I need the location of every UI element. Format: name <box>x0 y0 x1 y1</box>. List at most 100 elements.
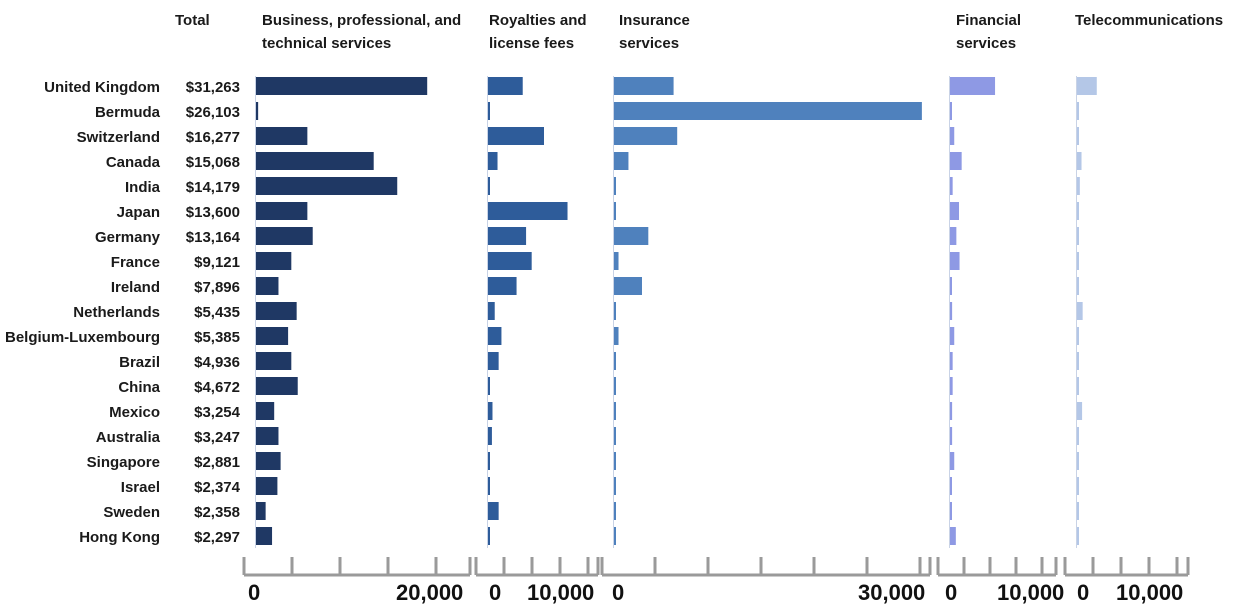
total-label-sweden: $2,358 <box>194 504 240 521</box>
bar-telecommunications-bermuda <box>1077 102 1079 120</box>
bar-royalties-and-license-fees-singapore <box>488 452 490 470</box>
panel-insurance-services: Insurance services 0 30,000 <box>600 12 932 605</box>
total-label-india: $14,179 <box>186 179 240 196</box>
bar-telecommunications-japan <box>1077 202 1079 220</box>
bar-telecommunications-switzerland <box>1077 127 1079 145</box>
total-label-mexico: $3,254 <box>194 404 241 421</box>
bar-business-professional-and-technical-services-mexico <box>256 402 275 420</box>
bar-telecommunications-hong-kong <box>1077 527 1079 545</box>
series-header-financial-services-line-2: services <box>956 35 1016 52</box>
bar-royalties-and-license-fees-australia <box>488 427 492 445</box>
bar-insurance-services-canada <box>614 152 629 170</box>
bar-financial-services-united-kingdom <box>950 77 996 95</box>
bar-business-professional-and-technical-services-netherlands <box>256 302 297 320</box>
bar-insurance-services-china <box>614 377 616 395</box>
total-label-ireland: $7,896 <box>194 279 240 296</box>
bar-royalties-and-license-fees-united-kingdom <box>488 77 523 95</box>
bar-business-professional-and-technical-services-japan <box>256 202 308 220</box>
header-layer: Total <box>175 12 210 29</box>
x-tick-label-insurance-services-2: 30,000 <box>858 580 925 605</box>
bar-business-professional-and-technical-services-australia <box>256 427 279 445</box>
total-label-france: $9,121 <box>194 254 240 271</box>
category-label-sweden: Sweden <box>103 504 160 521</box>
category-label-france: France <box>111 254 160 271</box>
bar-financial-services-china <box>950 377 953 395</box>
total-label-israel: $2,374 <box>194 479 241 496</box>
bar-royalties-and-license-fees-mexico <box>488 402 493 420</box>
bar-telecommunications-singapore <box>1077 452 1079 470</box>
category-label-brazil: Brazil <box>119 354 160 371</box>
bar-business-professional-and-technical-services-sweden <box>256 502 266 520</box>
bar-royalties-and-license-fees-sweden <box>488 502 499 520</box>
bar-royalties-and-license-fees-bermuda <box>488 102 490 120</box>
total-label-china: $4,672 <box>194 379 240 396</box>
bar-financial-services-belgium-luxembourg <box>950 327 955 345</box>
bar-business-professional-and-technical-services-switzerland <box>256 127 308 145</box>
bar-royalties-and-license-fees-japan <box>488 202 568 220</box>
x-tick-label-business-professional-and-technical-services-1: 0 <box>248 580 260 605</box>
bar-insurance-services-sweden <box>614 502 616 520</box>
row-labels: United Kingdom $31,263 Bermuda $26,103 Switz… <box>5 79 241 546</box>
category-label-india: India <box>125 179 161 196</box>
bar-business-professional-and-technical-services-germany <box>256 227 313 245</box>
bar-royalties-and-license-fees-ireland <box>488 277 517 295</box>
bar-telecommunications-china <box>1077 377 1079 395</box>
panel-telecommunications: Telecommunications 0 10,000 <box>1063 12 1223 605</box>
total-label-switzerland: $16,277 <box>186 129 240 146</box>
bar-financial-services-canada <box>950 152 962 170</box>
bar-financial-services-singapore <box>950 452 955 470</box>
bar-business-professional-and-technical-services-brazil <box>256 352 292 370</box>
bar-insurance-services-brazil <box>614 352 616 370</box>
bar-royalties-and-license-fees-belgium-luxembourg <box>488 327 502 345</box>
bar-telecommunications-australia <box>1077 427 1079 445</box>
bar-telecommunications-france <box>1077 252 1079 270</box>
series-header-royalties-and-license-fees-line-2: license fees <box>489 35 574 52</box>
total-label-belgium-luxembourg: $5,385 <box>194 329 240 346</box>
series-header-telecommunications-line-1: Telecommunications <box>1075 12 1223 29</box>
x-tick-label-telecommunications-1: 0 <box>1077 580 1089 605</box>
bar-financial-services-switzerland <box>950 127 955 145</box>
bar-business-professional-and-technical-services-singapore <box>256 452 281 470</box>
bar-financial-services-germany <box>950 227 957 245</box>
category-label-bermuda: Bermuda <box>95 104 161 121</box>
total-label-canada: $15,068 <box>186 154 240 171</box>
bar-business-professional-and-technical-services-bermuda <box>256 102 259 120</box>
bar-business-professional-and-technical-services-israel <box>256 477 278 495</box>
bar-insurance-services-mexico <box>614 402 616 420</box>
bar-insurance-services-france <box>614 252 619 270</box>
bar-telecommunications-canada <box>1077 152 1082 170</box>
category-label-china: China <box>118 379 160 396</box>
bar-telecommunications-germany <box>1077 227 1079 245</box>
bar-business-professional-and-technical-services-hong-kong <box>256 527 273 545</box>
bar-insurance-services-bermuda <box>614 102 922 120</box>
total-label-bermuda: $26,103 <box>186 104 240 121</box>
panel-financial-services: Financial services 0 10,000 <box>936 12 1064 605</box>
bar-business-professional-and-technical-services-canada <box>256 152 374 170</box>
bar-royalties-and-license-fees-brazil <box>488 352 499 370</box>
x-tick-label-financial-services-1: 0 <box>945 580 957 605</box>
panel-business-professional-and-technical-services: Business, professional, and technical ser… <box>242 12 472 605</box>
bar-insurance-services-hong-kong <box>614 527 616 545</box>
x-tick-label-royalties-and-license-fees-1: 0 <box>489 580 501 605</box>
bar-financial-services-sweden <box>950 502 952 520</box>
bar-telecommunications-mexico <box>1077 402 1083 420</box>
bar-insurance-services-germany <box>614 227 649 245</box>
series-header-royalties-and-license-fees-line-1: Royalties and <box>489 12 587 29</box>
panel-royalties-and-license-fees: Royalties and license fees 0 10,000 <box>474 12 600 605</box>
bar-insurance-services-singapore <box>614 452 616 470</box>
bar-telecommunications-belgium-luxembourg <box>1077 327 1079 345</box>
bar-insurance-services-israel <box>614 477 616 495</box>
bar-business-professional-and-technical-services-ireland <box>256 277 279 295</box>
bar-business-professional-and-technical-services-united-kingdom <box>256 77 428 95</box>
bar-insurance-services-united-kingdom <box>614 77 674 95</box>
category-label-singapore: Singapore <box>87 454 160 471</box>
bar-business-professional-and-technical-services-france <box>256 252 292 270</box>
category-label-hong-kong: Hong Kong <box>79 529 160 546</box>
series-header-business-professional-and-technical-services-line-1: Business, professional, and <box>262 12 461 29</box>
bar-financial-services-hong-kong <box>950 527 956 545</box>
bar-royalties-and-license-fees-netherlands <box>488 302 495 320</box>
total-label-australia: $3,247 <box>194 429 240 446</box>
series-header-insurance-services-line-1: Insurance <box>619 12 690 29</box>
category-label-israel: Israel <box>121 479 160 496</box>
total-label-united-kingdom: $31,263 <box>186 79 240 96</box>
